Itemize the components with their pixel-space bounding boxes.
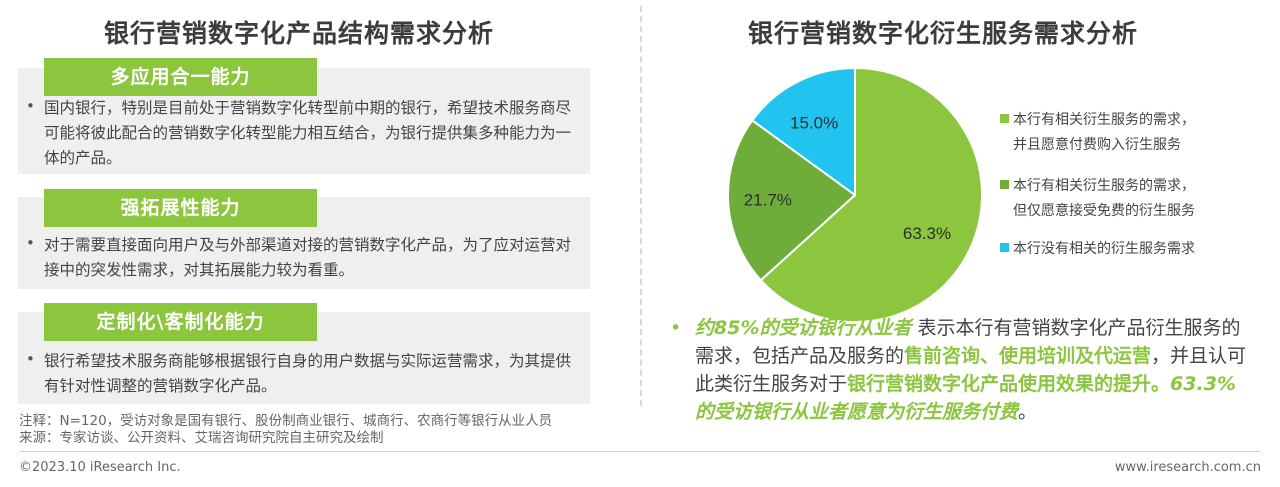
section-text-extensibility: 对于需要直接面向用户及与外部渠道对接的营销数字化产品，为了应对运营对接中的突发性… [44, 236, 572, 279]
summary-body: 约85%的受访银行从业者 表示本行有营销数字化产品衍生服务的需求，包括产品及服务… [695, 314, 1254, 426]
pie-data-label-1: 21.7% [744, 190, 792, 209]
bullet-icon: • [26, 234, 35, 252]
legend-item-0: 本行有相关衍生服务的需求， 并且愿意付费购入衍生服务 [1000, 108, 1195, 158]
legend-label-1: 本行有相关衍生服务的需求， 但仅愿意接受免费的衍生服务 [1013, 178, 1195, 219]
footer-website: www.iresearch.com.cn [1114, 460, 1261, 475]
summary-paragraph: • 约85%的受访银行从业者 表示本行有营销数字化产品衍生服务的需求，包括产品及… [670, 314, 1254, 426]
pie-slice-0 [759, 66, 983, 323]
summary-highlight-85: 约85%的受访银行从业者 [695, 317, 912, 339]
pie-slice-2 [750, 66, 856, 197]
summary-bullet-icon: • [670, 317, 682, 339]
footer-copyright: ©2023.10 iResearch Inc. [19, 460, 181, 475]
section-heading-customization: 定制化\客制化能力 [44, 303, 317, 341]
legend-item-1: 本行有相关衍生服务的需求， 但仅愿意接受免费的衍生服务 [1000, 174, 1195, 224]
pie-slice-1 [727, 118, 857, 282]
legend-label-0: 本行有相关衍生服务的需求， 并且愿意付费购入衍生服务 [1013, 112, 1195, 153]
legend-swatch-1 [1000, 180, 1009, 189]
summary-highlight-63: 63.3%的受访银行从业者愿意为衍生服务付费 [695, 373, 1236, 423]
notes: 注释：N=120，受访对象是国有银行、股份制商业银行、城商行、农商行等银行从业人… [19, 413, 552, 447]
legend-item-2: 本行没有相关的衍生服务需求 [1000, 237, 1195, 262]
summary-highlight-services: 售前咨询、使用培训及代运营 [904, 345, 1152, 367]
section-text-customization: 银行希望技术服务商能够根据银行自身的用户数据与实际运营需求，为其提供有针对性调整… [44, 352, 572, 395]
source-text: 来源：专家访谈、公开资料、艾瑞咨询研究院自主研究及绘制 [19, 430, 384, 446]
footer-divider [19, 451, 1261, 452]
left-panel-title: 银行营销数字化产品结构需求分析 [104, 19, 495, 48]
summary-text-2: ，并且认可此类衍生服务对于 [695, 345, 1247, 395]
legend-swatch-0 [1000, 114, 1009, 123]
summary-highlight-effect: 银行营销数字化产品使用效果的提升。 [847, 373, 1171, 395]
summary-text-3: 。 [1018, 401, 1038, 423]
section-heading-multi-app: 多应用合一能力 [44, 58, 317, 96]
pie-chart: 63.3% 21.7% 15.0% [727, 66, 983, 323]
legend-label-2: 本行没有相关的衍生服务需求 [1013, 241, 1195, 257]
note-text: 注释：N=120，受访对象是国有银行、股份制商业银行、城商行、农商行等银行从业人… [19, 413, 553, 429]
right-panel-title: 银行营销数字化衍生服务需求分析 [748, 19, 1139, 48]
pie-data-label-0: 63.3% [903, 224, 951, 243]
bullet-icon: • [26, 350, 35, 368]
bullet-icon: • [26, 97, 35, 115]
legend-swatch-2 [1000, 243, 1009, 252]
section-text-multi-app: 国内银行，特别是目前处于营销数字化转型前中期的银行，希望技术服务商尽可能将彼此配… [44, 99, 572, 167]
panel-divider [640, 6, 642, 406]
pie-data-label-2: 15.0% [790, 114, 838, 133]
summary-text-1: 表示本行有营销数字化产品衍生服务的需求，包括产品及服务的 [695, 317, 1241, 367]
section-heading-extensibility: 强拓展性能力 [44, 189, 317, 227]
